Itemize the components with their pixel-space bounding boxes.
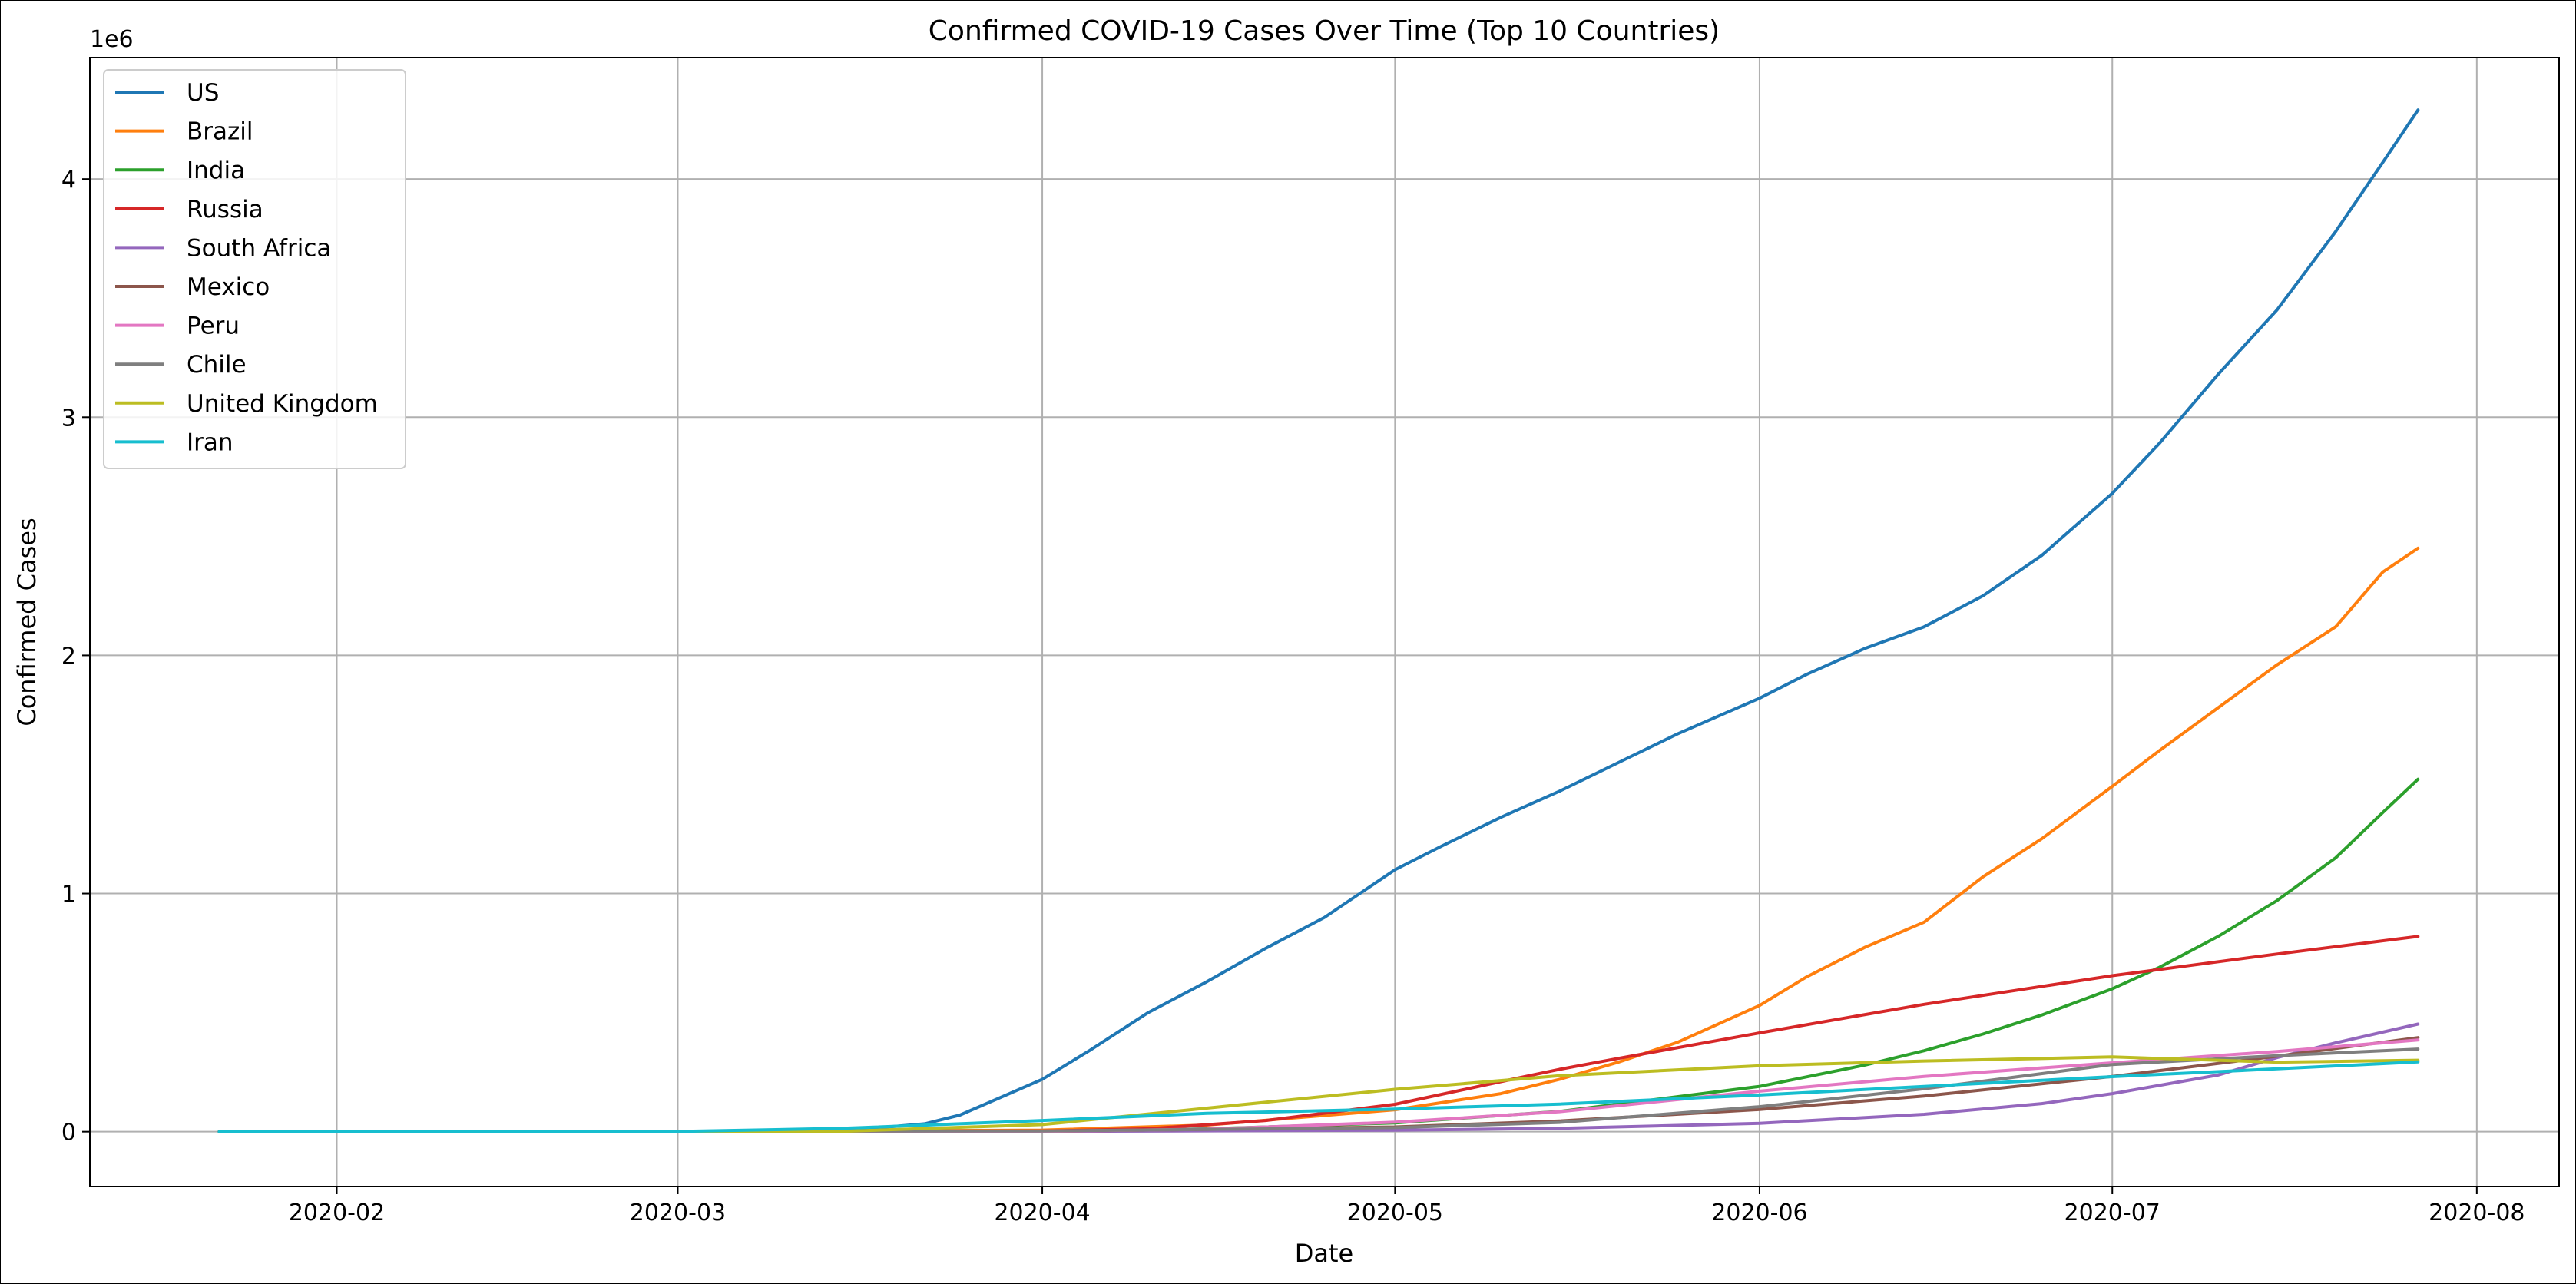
x-tick-label: 2020-08 <box>2429 1200 2525 1226</box>
legend-label-us: US <box>187 79 219 107</box>
series-line-brazil <box>217 546 2420 1133</box>
legend-box <box>103 69 406 469</box>
legend-label-brazil: Brazil <box>187 118 253 146</box>
y-tick-label: 2 <box>61 643 76 670</box>
x-axis-ticks: 2020-02 2020-03 2020-04 2020-05 2020-06 2020-… <box>289 1186 2525 1226</box>
legend-label-united-kingdom: United Kingdom <box>187 390 378 418</box>
legend-label-mexico: Mexico <box>187 273 270 301</box>
y-tick-label: 3 <box>61 405 76 432</box>
series-line-peru <box>217 1038 2420 1133</box>
legend-label-russia: Russia <box>187 196 263 223</box>
y-axis-label: Confirmed Cases <box>12 518 41 726</box>
series-line-mexico <box>217 1036 2420 1133</box>
y-tick-label: 1 <box>61 882 76 908</box>
y-axis-ticks: 0 1 2 3 4 <box>61 167 90 1147</box>
chart-title: Confirmed COVID-19 Cases Over Time (Top … <box>929 15 1720 47</box>
x-tick-label: 2020-03 <box>630 1200 726 1226</box>
series-line-chile <box>217 1047 2420 1133</box>
legend-label-chile: Chile <box>187 351 247 379</box>
x-tick-label: 2020-05 <box>1347 1200 1443 1226</box>
plot-area-frame <box>89 57 2560 1187</box>
x-tick-label: 2020-07 <box>2064 1200 2160 1226</box>
y-axis-scale-factor: 1e6 <box>90 26 134 53</box>
legend-label-india: India <box>187 157 245 184</box>
legend-label-peru: Peru <box>187 313 240 340</box>
x-tick-label: 2020-06 <box>1711 1200 1807 1226</box>
x-tick-label: 2020-04 <box>994 1200 1090 1226</box>
series-lines <box>217 108 2420 1133</box>
x-axis-label: Date <box>1295 1239 1353 1268</box>
legend: US Brazil India Russia South Africa Mexico Per… <box>103 69 406 469</box>
legend-label-iran: Iran <box>187 429 233 456</box>
series-line-us <box>217 108 2420 1133</box>
series-line-russia <box>217 935 2420 1133</box>
series-line-united-kingdom <box>217 1055 2420 1133</box>
grid <box>90 58 2559 1186</box>
x-tick-label: 2020-02 <box>289 1200 385 1226</box>
y-tick-label: 4 <box>61 167 76 194</box>
y-tick-label: 0 <box>61 1120 76 1147</box>
legend-label-south-africa: South Africa <box>187 234 331 262</box>
series-line-iran <box>217 1060 2420 1133</box>
